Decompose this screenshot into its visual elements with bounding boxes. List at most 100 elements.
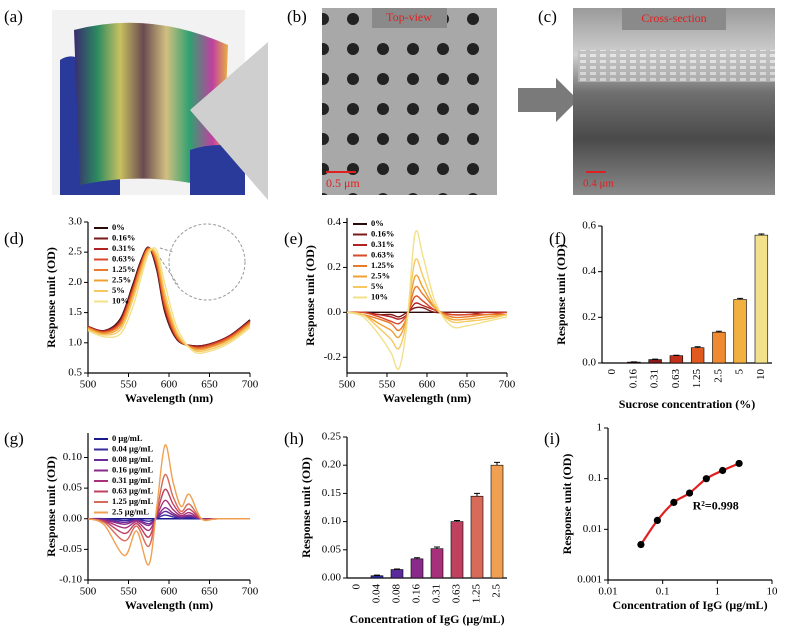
y-tick-label: 0.0: [582, 357, 596, 369]
bar: [430, 548, 444, 579]
panel-label: (a): [4, 7, 23, 26]
x-tick-label: 600: [161, 586, 178, 598]
x-tick-label: 550: [120, 586, 137, 598]
y-tick-label: 0.00: [322, 572, 342, 584]
x-tick-label: 700: [242, 586, 259, 598]
legend-label: 0.16%: [112, 232, 135, 242]
panel: (f) 0.0 0.2 0.4 0.6 Sucrose concentration (%)…: [549, 220, 772, 411]
x-tick-label: 1: [715, 586, 721, 598]
bar: [669, 355, 684, 364]
legend-label: 5%: [112, 285, 125, 295]
y-tick-label: 0.00: [63, 512, 83, 524]
y-tick-label: 1: [597, 422, 603, 434]
caption: Cross-section: [641, 11, 706, 25]
x-tick-label: 550: [379, 379, 396, 391]
x-tick-label: 0.1: [656, 586, 670, 598]
spectrum-line: [87, 247, 251, 355]
x-tick-label: 2.5: [712, 369, 724, 383]
x-tick-label: 10: [767, 586, 779, 598]
y-tick-label: 0.0: [327, 306, 341, 318]
sem-image: [573, 8, 775, 195]
error-bar: [394, 568, 400, 570]
y-tick-label: 0.5: [68, 367, 82, 379]
spectrum-line: [346, 230, 508, 371]
data-point: [670, 498, 678, 507]
scale-label: 0.5 μm: [326, 176, 360, 190]
y-tick-label: 0.15: [322, 487, 342, 499]
y-axis-label: Response unit (OD): [554, 244, 568, 345]
data-point: [702, 475, 710, 483]
data-point: [735, 459, 743, 468]
layer-stack: [578, 50, 775, 82]
legend-label: 0 μg/mL: [112, 433, 143, 443]
x-axis-label: Wavelength (nm): [383, 391, 471, 405]
x-tick-label: 0.04: [371, 584, 383, 604]
panel-label: (f): [549, 229, 566, 248]
panel-label: (d): [4, 229, 24, 248]
spectrum-line: [346, 295, 508, 325]
legend-label: 0.31%: [371, 239, 394, 249]
error-bar: [454, 519, 460, 522]
x-tick-label: 0.63: [670, 369, 682, 389]
x-tick-label: 700: [242, 379, 259, 391]
bar: [733, 299, 747, 364]
y-tick-label: 0.4: [582, 265, 596, 277]
legend-label: 1.25%: [371, 260, 394, 270]
legend-label: 0.04 μg/mL: [112, 443, 154, 453]
x-tick-label: 650: [459, 379, 476, 391]
y-tick-label: 0.20: [322, 459, 342, 471]
y-tick-label: -0.2: [324, 351, 341, 363]
data-point: [719, 466, 727, 475]
x-tick-label: 2.5: [491, 584, 503, 598]
error-bar: [474, 492, 480, 497]
panel: (e) -0.2 0.0 0.2 0.4 500 550 600 650 700 Wavelengt…: [284, 216, 516, 405]
x-tick-label: 700: [499, 379, 516, 391]
caption-box: [372, 8, 447, 28]
panel-label: (b): [287, 7, 307, 26]
x-axis-label: Wavelength (nm): [125, 598, 213, 612]
x-tick-label: 500: [80, 586, 97, 598]
y-tick-label: 2.0: [68, 276, 82, 288]
legend-label: 5%: [371, 281, 384, 291]
spectrum-line: [87, 248, 251, 351]
annotation: R²=0.998: [693, 498, 739, 512]
y-tick-label: 1.5: [68, 306, 82, 318]
y-tick-label: 0.1: [588, 472, 602, 484]
legend-label: 0.63%: [112, 253, 135, 263]
legend-label: 2.5 μg/mL: [112, 506, 149, 516]
x-tick-label: 0.01: [598, 586, 617, 598]
legend-label: 0.08 μg/mL: [112, 454, 154, 464]
x-tick-label: 0.31: [649, 369, 661, 388]
panel-label: (c): [538, 7, 557, 26]
panel-label: (e): [284, 229, 303, 248]
panel-label: (g): [4, 429, 24, 448]
legend-label: 0%: [112, 222, 125, 232]
legend-label: 0.31%: [112, 243, 135, 253]
caption: Top-view: [386, 10, 432, 24]
spectrum-line: [346, 274, 508, 339]
x-tick-label: 0.31: [431, 584, 443, 603]
error-bar: [758, 233, 765, 236]
x-axis-label: Sucrose concentration (%): [619, 397, 755, 411]
legend-label: 1.25 μg/mL: [112, 496, 154, 506]
y-tick-label: 0.01: [583, 523, 602, 535]
x-tick-label: 500: [339, 379, 356, 391]
x-tick-label: 650: [201, 586, 218, 598]
y-tick-label: 1.0: [68, 336, 82, 348]
caption-box: [622, 8, 726, 30]
y-axis-label: Response unit (OD): [299, 457, 313, 558]
legend-label: 0.63%: [371, 249, 394, 259]
spectrum-line: [346, 285, 508, 332]
legend-label: 0.31 μg/mL: [112, 475, 154, 485]
error-bar: [715, 330, 722, 333]
y-tick-label: 0.001: [577, 574, 602, 586]
x-tick-label: 1.25: [471, 584, 483, 604]
x-tick-label: 600: [419, 379, 436, 391]
y-tick-label: 0.2: [582, 311, 596, 323]
error-bar: [374, 574, 380, 576]
y-tick-label: 0.10: [322, 515, 342, 527]
x-tick-label: 0: [606, 369, 618, 375]
panel-label: (h): [284, 429, 304, 448]
bar: [390, 569, 404, 579]
